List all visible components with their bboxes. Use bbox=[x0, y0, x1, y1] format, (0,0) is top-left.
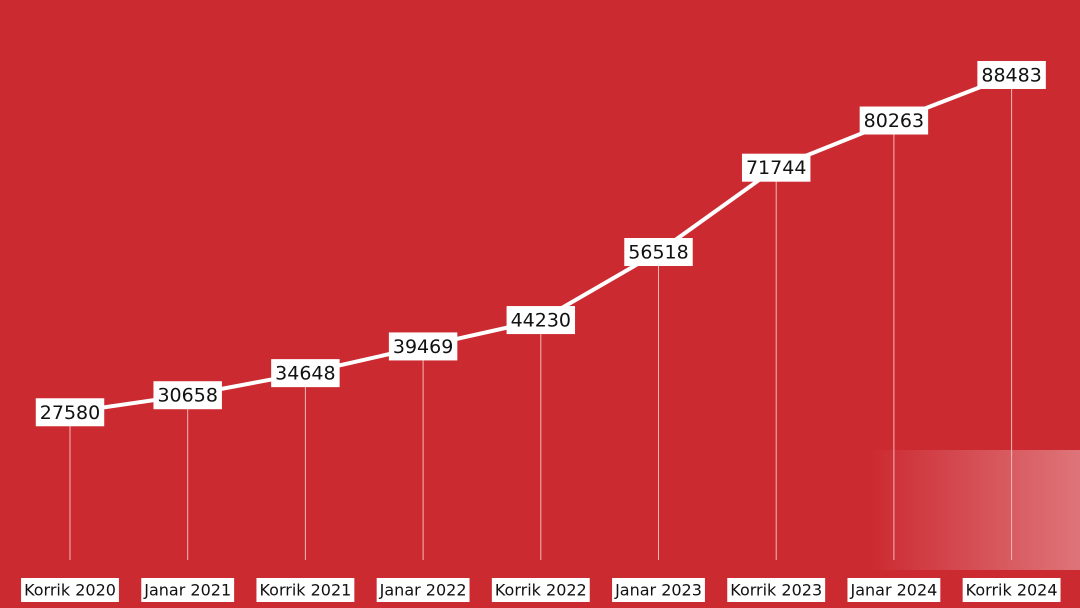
x-tick-label: Korrik 2021 bbox=[259, 581, 351, 600]
x-tick: Janar 2024 bbox=[847, 578, 941, 602]
value-label: 56518 bbox=[624, 238, 693, 267]
x-tick: Korrik 2022 bbox=[491, 578, 590, 602]
value-label-text: 56518 bbox=[628, 242, 688, 264]
value-label-text: 34648 bbox=[275, 363, 335, 385]
value-label-text: 44230 bbox=[511, 310, 571, 332]
value-label-box bbox=[741, 153, 811, 182]
value-label-box bbox=[977, 61, 1046, 89]
x-tick-label: Janar 2023 bbox=[614, 581, 702, 600]
value-label-text: 39469 bbox=[393, 336, 453, 358]
value-label: 34648 bbox=[271, 359, 340, 388]
x-tick: Korrik 2024 bbox=[962, 578, 1061, 602]
x-tick-box bbox=[141, 578, 235, 602]
value-label: 44230 bbox=[506, 306, 576, 335]
value-label-box bbox=[624, 238, 693, 267]
value-label-box bbox=[506, 306, 576, 335]
value-label: 30658 bbox=[153, 381, 222, 410]
x-tick: Korrik 2020 bbox=[21, 578, 119, 602]
value-label-text: 80263 bbox=[864, 110, 924, 132]
value-label-text: 71744 bbox=[746, 157, 806, 179]
x-tick-label: Janar 2024 bbox=[849, 581, 937, 600]
value-label: 27580 bbox=[35, 398, 105, 427]
value-label-box bbox=[388, 332, 458, 361]
x-tick: Korrik 2021 bbox=[256, 578, 355, 602]
value-label: 80263 bbox=[859, 106, 929, 135]
x-tick-box bbox=[491, 578, 590, 602]
x-tick-label: Korrik 2020 bbox=[24, 581, 116, 600]
x-tick-label: Korrik 2024 bbox=[966, 581, 1058, 600]
value-label-box bbox=[271, 359, 340, 388]
x-tick-label: Janar 2021 bbox=[143, 581, 231, 600]
x-tick-box bbox=[727, 578, 826, 602]
x-tick-box bbox=[256, 578, 355, 602]
x-tick-box bbox=[612, 578, 705, 602]
value-label: 88483 bbox=[977, 61, 1046, 89]
x-tick-box bbox=[376, 578, 470, 602]
x-tick-box bbox=[962, 578, 1061, 602]
value-label-box bbox=[35, 398, 105, 427]
plot: 27580 30658 34648 39469 44230 56518 71744 80263… bbox=[21, 61, 1061, 602]
x-tick: Janar 2023 bbox=[612, 578, 705, 602]
x-tick: Janar 2022 bbox=[376, 578, 470, 602]
value-label: 71744 bbox=[741, 153, 811, 182]
value-label-box bbox=[153, 381, 222, 410]
x-tick-label: Korrik 2023 bbox=[730, 581, 822, 600]
value-label-box bbox=[859, 106, 929, 135]
value-label-text: 30658 bbox=[157, 385, 217, 407]
x-tick-box bbox=[847, 578, 941, 602]
x-tick-label: Korrik 2022 bbox=[495, 581, 587, 600]
x-tick-label: Janar 2022 bbox=[379, 581, 467, 600]
value-label: 39469 bbox=[388, 332, 458, 361]
background-image bbox=[870, 450, 1080, 570]
x-tick: Janar 2021 bbox=[141, 578, 235, 602]
value-label-text: 88483 bbox=[981, 65, 1041, 87]
x-tick-box bbox=[21, 578, 119, 602]
value-label-text: 27580 bbox=[40, 402, 100, 424]
x-tick: Korrik 2023 bbox=[727, 578, 826, 602]
